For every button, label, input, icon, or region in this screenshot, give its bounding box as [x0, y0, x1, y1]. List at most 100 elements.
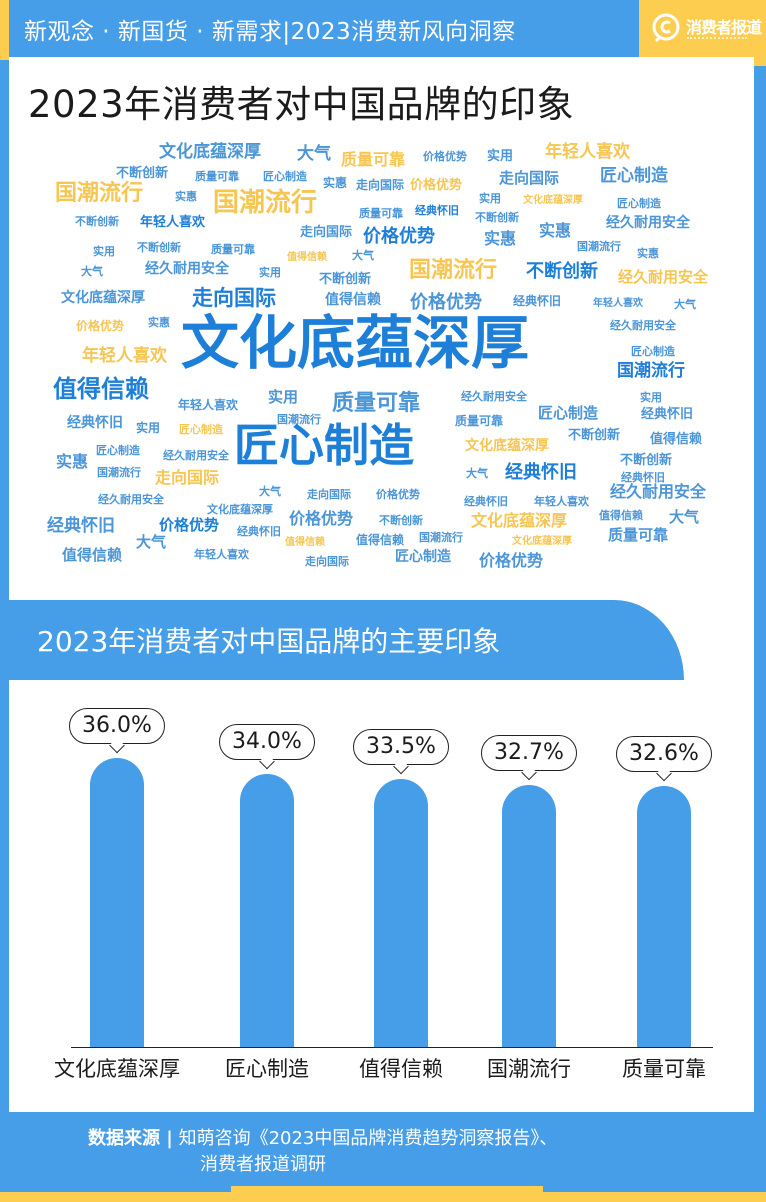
cloud-word: 不断创新 — [75, 215, 119, 228]
cloud-word: 走向国际 — [300, 225, 353, 240]
cloud-word: 匠心制造 — [263, 170, 307, 183]
cloud-word: 值得信赖 — [287, 252, 327, 263]
cloud-word: 经典怀旧 — [621, 471, 665, 484]
cloud-word: 值得信赖 — [285, 537, 325, 548]
cloud-word: 匠心制造 — [179, 423, 223, 436]
cloud-word: 经典怀旧 — [237, 525, 281, 538]
cloud-word: 实惠 — [175, 190, 197, 203]
cloud-word: 价格优势 — [159, 516, 220, 534]
cloud-word: 经典怀旧 — [505, 462, 577, 483]
cloud-word: 经典怀旧 — [464, 495, 508, 508]
cloud-word: 经久耐用安全 — [461, 390, 527, 403]
cloud-word: 经典怀旧 — [67, 415, 123, 431]
cloud-word: 经久耐用安全 — [98, 493, 164, 506]
cloud-word: 经久耐用安全 — [145, 261, 229, 277]
cloud-word: 匠心制造 — [631, 345, 675, 358]
category-label: 值得信赖 — [359, 1057, 443, 1081]
cloud-word: 年轻人喜欢 — [194, 548, 249, 561]
cloud-word: 年轻人喜欢 — [545, 142, 630, 162]
cloud-word: 质量可靠 — [332, 391, 421, 416]
cloud-word: 大气 — [81, 265, 103, 278]
cloud-word: 经典怀旧 — [415, 204, 459, 217]
cloud-word: 质量可靠 — [341, 150, 406, 169]
header-tagline: 新观念 · 新国货 · 新需求|2023消费新风向洞察 — [24, 19, 516, 45]
bottom-accent-tab — [231, 1186, 543, 1196]
cloud-word: 大气 — [669, 508, 700, 526]
cloud-word: 文化底蕴深厚 — [471, 511, 568, 530]
cloud-word: 国潮流行 — [97, 466, 141, 479]
cloud-word: 文化底蕴深厚 — [61, 290, 145, 306]
cloud-word: 实惠 — [56, 452, 89, 471]
cloud-word: 实用 — [136, 421, 161, 435]
cloud-word: 质量可靠 — [455, 414, 504, 428]
cloud-word: 价格优势 — [410, 292, 482, 313]
cloud-word: 文化底蕴深厚 — [512, 536, 572, 547]
chart-bar — [637, 786, 691, 1047]
cloud-word: 年轻人喜欢 — [82, 346, 167, 366]
cloud-word: 经典怀旧 — [513, 294, 562, 308]
value-label-bubble: 32.7% — [481, 735, 577, 772]
cloud-word: 文化底蕴深厚 — [159, 142, 261, 162]
cloud-word: 走向国际 — [192, 286, 276, 310]
cloud-word: 价格优势 — [76, 319, 125, 333]
cloud-word: 国潮流行 — [55, 181, 144, 206]
cloud-word: 经久耐用安全 — [610, 319, 676, 332]
cloud-word: 走向国际 — [155, 468, 220, 487]
header-bar: 新观念 · 新国货 · 新需求|2023消费新风向洞察 — [9, 0, 639, 57]
brand-c-logo-icon — [652, 13, 680, 42]
cloud-word: 国潮流行 — [577, 240, 621, 253]
cloud-word: 匠心制造 — [600, 166, 668, 186]
cloud-word: 不断创新 — [379, 514, 423, 527]
cloud-word: 经久耐用安全 — [606, 215, 690, 231]
cloud-word: 经久耐用安全 — [618, 268, 709, 286]
section-header: 2023年消费者对中国品牌的主要印象 — [9, 600, 684, 680]
cloud-word: 文化底蕴深厚 — [465, 438, 549, 454]
cloud-word: 走向国际 — [499, 169, 560, 187]
cloud-word: 值得信赖 — [62, 546, 123, 564]
cloud-word: 实用 — [487, 149, 514, 164]
cloud-word: 大气 — [674, 298, 696, 311]
cloud-word: 不断创新 — [620, 453, 673, 468]
cloud-word: 不断创新 — [568, 428, 621, 443]
category-label: 质量可靠 — [622, 1057, 706, 1081]
cloud-word: 年轻人喜欢 — [534, 495, 589, 508]
chart-bar — [90, 758, 144, 1047]
cloud-word: 大气 — [466, 467, 488, 480]
cloud-word: 大气 — [352, 249, 374, 262]
cloud-word: 不断创新 — [116, 166, 169, 181]
value-label-bubble: 33.5% — [353, 728, 449, 765]
cloud-word: 年轻人喜欢 — [178, 398, 239, 412]
cloud-word: 实惠 — [637, 247, 659, 260]
bar-chart: 36.0% 文化底蕴深厚 34.0% 匠心制造 33.5% 值得信赖 32.7% 国潮流行 32… — [9, 680, 754, 1110]
cloud-word: 值得信赖 — [325, 292, 381, 308]
value-label-bubble: 32.6% — [616, 736, 712, 772]
word-cloud: 文化底蕴深厚 大气 质量可靠 价格优势 实用 年轻人喜欢 不断创新 质量可靠 匠心制造 实惠 走向国… — [9, 130, 754, 600]
category-label: 文化底蕴深厚 — [54, 1057, 180, 1081]
cloud-word: 走向国际 — [305, 555, 349, 568]
value-label-bubble: 36.0% — [69, 708, 165, 744]
cloud-word: 实惠 — [484, 229, 517, 248]
frame-left-accent — [0, 0, 9, 60]
cloud-word: 不断创新 — [526, 261, 598, 282]
cloud-word: 不断创新 — [137, 241, 181, 254]
cloud-word: 实用 — [93, 245, 115, 258]
chart-bar — [502, 785, 556, 1047]
cloud-word: 值得信赖 — [53, 375, 149, 403]
cloud-word: 国潮流行 — [409, 258, 498, 283]
cloud-word: 实用 — [640, 391, 662, 404]
cloud-word: 价格优势 — [376, 488, 420, 501]
cloud-word: 大气 — [297, 144, 331, 164]
value-label-bubble: 34.0% — [219, 724, 315, 761]
cloud-word: 匠心制造 — [617, 197, 661, 210]
cloud-word: 经久耐用安全 — [163, 449, 229, 462]
cloud-word: 年轻人喜欢 — [593, 298, 643, 309]
source-text: 数据来源 | 知萌咨询《2023中国品牌消费趋势洞察报告》、 消费者报道调研 — [88, 1126, 557, 1178]
cloud-word: 走向国际 — [356, 178, 405, 192]
cloud-word: 实用 — [479, 192, 501, 205]
cloud-word: 匠心制造 — [538, 404, 599, 422]
cloud-word: 大气 — [259, 485, 281, 498]
cloud-word: 价格优势 — [363, 226, 435, 247]
category-label: 匠心制造 — [225, 1057, 309, 1081]
cloud-word: 经久耐用安全 — [610, 482, 707, 501]
source-label: 数据来源 | — [88, 1128, 173, 1149]
